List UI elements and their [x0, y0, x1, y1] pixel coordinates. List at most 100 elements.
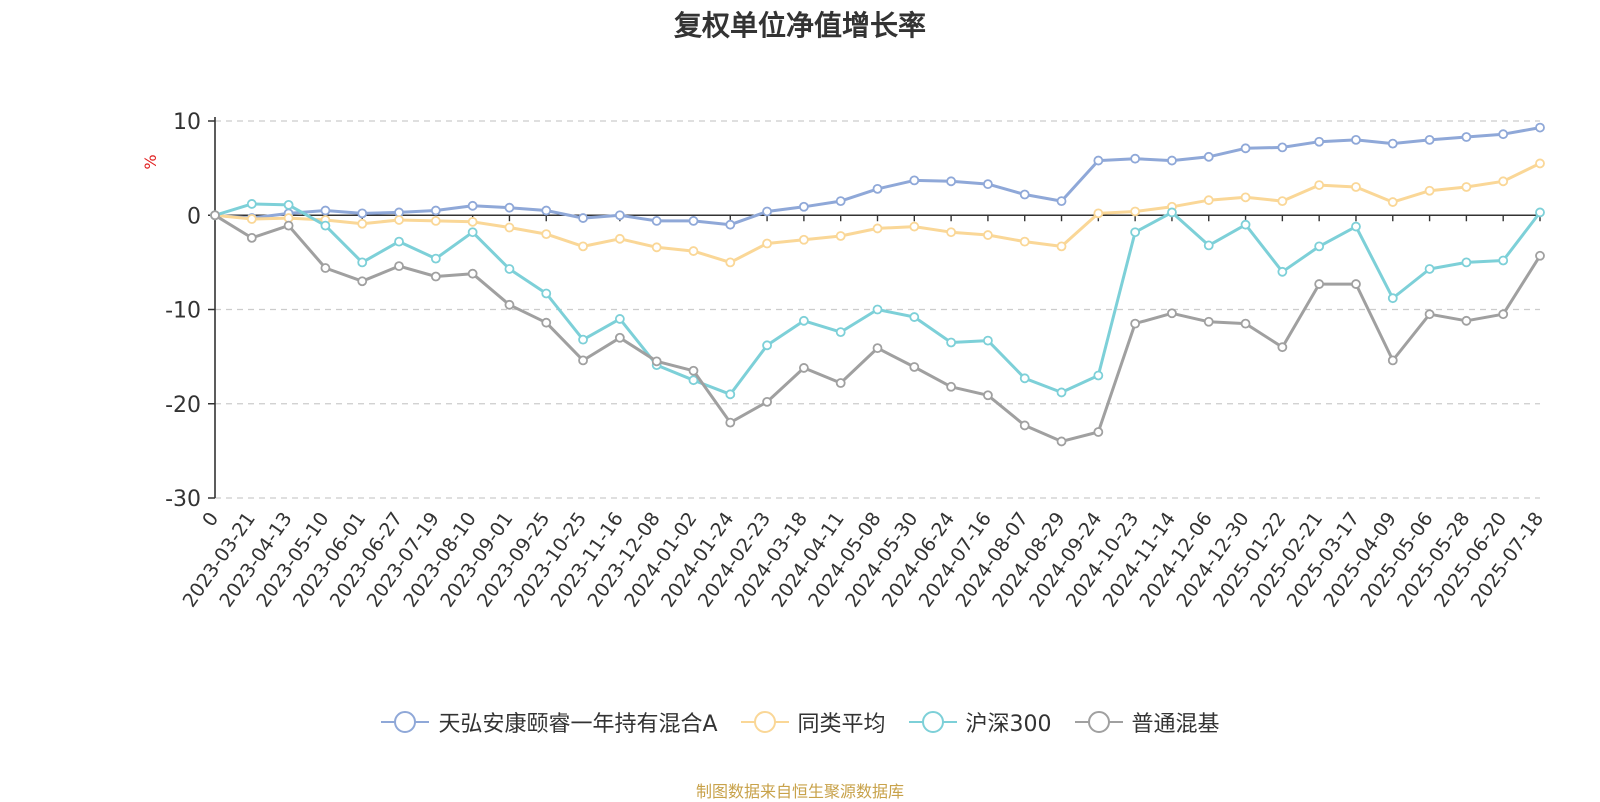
data-point	[394, 261, 404, 272]
data-point	[983, 390, 993, 401]
data-point	[1203, 195, 1214, 206]
line-chart: 10 0 -10 -20 -30 02023-03-212023-04-132023-0…	[141, 110, 1549, 611]
data-point	[725, 257, 736, 268]
data-point	[320, 205, 331, 216]
data-point	[1424, 264, 1435, 274]
data-point	[762, 238, 772, 249]
legend-label: 天弘安康颐睿一年持有混合A	[438, 712, 718, 737]
data-point	[1314, 241, 1325, 252]
data-point	[1314, 180, 1325, 190]
data-point	[909, 175, 920, 186]
data-point	[320, 263, 331, 273]
y-tick-label: -10	[165, 299, 201, 324]
data-point	[394, 236, 404, 247]
data-point	[983, 179, 993, 190]
data-point	[872, 183, 883, 194]
data-point	[430, 205, 441, 216]
data-point	[1203, 151, 1214, 162]
legend-label: 普通混基	[1131, 712, 1220, 737]
data-point	[1387, 197, 1398, 207]
data-point	[946, 381, 957, 392]
data-point	[1167, 155, 1177, 166]
y-tick-label: -30	[165, 487, 201, 512]
data-point	[541, 205, 552, 216]
data-point	[357, 257, 368, 268]
data-point	[504, 299, 515, 310]
x-tick-labels: 02023-03-212023-04-132023-05-102023-06-0…	[179, 508, 1549, 611]
legend-label: 沪深300	[965, 712, 1052, 737]
data-point	[1461, 257, 1472, 268]
data-point	[541, 229, 552, 240]
data-point	[430, 216, 441, 226]
legend-item[interactable]: 同类平均	[740, 706, 886, 738]
data-point	[578, 334, 588, 345]
data-point	[1167, 207, 1177, 218]
data-point	[1314, 136, 1325, 147]
data-point	[1498, 129, 1509, 140]
data-point	[467, 216, 478, 227]
data-point	[1461, 132, 1472, 142]
data-point	[1498, 309, 1509, 320]
data-point	[614, 332, 625, 343]
legend-item[interactable]: 天弘安康颐睿一年持有混合A	[380, 706, 718, 738]
legend-item[interactable]: 普通混基	[1074, 706, 1220, 738]
data-point	[320, 220, 331, 231]
data-point	[1240, 192, 1251, 203]
chart-title: 复权单位净值增长率	[673, 9, 926, 42]
data-point	[872, 343, 883, 354]
data-point	[283, 220, 294, 231]
data-point	[1056, 196, 1067, 207]
data-point	[1535, 122, 1545, 133]
data-point	[651, 356, 662, 367]
data-point	[1130, 227, 1141, 238]
data-point	[1387, 138, 1398, 149]
data-point	[504, 202, 515, 213]
data-point	[651, 216, 662, 226]
data-point	[578, 241, 588, 252]
data-point	[1240, 318, 1251, 329]
data-point	[1277, 342, 1288, 353]
data-point	[688, 365, 699, 376]
data-point	[578, 355, 588, 366]
data-point	[1019, 420, 1030, 431]
data-point	[1424, 134, 1435, 145]
y-axis-label: %	[141, 154, 160, 169]
data-point	[1498, 176, 1509, 187]
data-point	[909, 221, 920, 232]
data-point	[835, 231, 846, 241]
series-line	[214, 126, 1541, 227]
legend-symbol	[908, 711, 957, 733]
data-point	[1167, 308, 1177, 319]
data-point	[872, 223, 883, 234]
legend-label: 同类平均	[797, 712, 886, 737]
legend-symbol	[740, 711, 789, 733]
series-3	[210, 210, 1545, 447]
data-point	[430, 271, 441, 282]
data-point	[1387, 293, 1398, 304]
data-point	[578, 213, 588, 223]
data-point	[394, 215, 404, 225]
data-point	[1130, 318, 1141, 329]
y-tick-label: 10	[173, 110, 201, 135]
data-point	[614, 210, 625, 221]
data-point	[1019, 189, 1030, 200]
legend-item[interactable]: 沪深300	[908, 706, 1052, 738]
data-point	[1130, 206, 1141, 217]
data-point	[909, 362, 920, 372]
data-point	[1535, 250, 1545, 261]
data-point	[835, 327, 846, 338]
data-point	[688, 375, 699, 386]
data-point	[798, 234, 809, 245]
data-point	[1240, 219, 1251, 230]
x-tick-label: 0	[198, 508, 223, 531]
data-point	[1019, 236, 1030, 247]
legend: 天弘安康颐睿一年持有混合A 同类平均 沪深300 普通混基	[0, 706, 1600, 738]
data-point	[246, 214, 257, 224]
source-note: 制图数据来自恒生聚源数据库	[695, 782, 904, 801]
data-point	[541, 288, 552, 299]
data-point	[688, 216, 699, 226]
data-point	[210, 210, 220, 221]
data-point	[246, 199, 257, 209]
data-point	[430, 253, 441, 264]
data-point	[688, 246, 699, 256]
